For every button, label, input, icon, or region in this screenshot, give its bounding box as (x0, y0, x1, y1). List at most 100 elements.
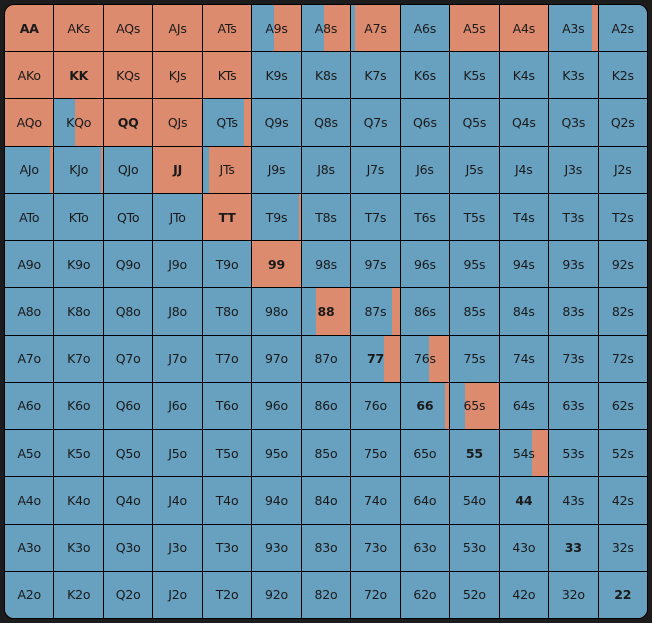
hand-cell-42s[interactable]: 42s (598, 477, 647, 524)
hand-cell-T9o[interactable]: T9o (202, 241, 252, 288)
hand-cell-97s[interactable]: 97s (351, 241, 400, 288)
hand-cell-43s[interactable]: 43s (549, 477, 598, 524)
hand-cell-K6o[interactable]: K6o (54, 382, 103, 430)
hand-cell-64o[interactable]: 64o (400, 477, 450, 524)
hand-cell-J3s[interactable]: J3s (549, 146, 598, 193)
hand-cell-K5o[interactable]: K5o (54, 430, 103, 477)
hand-cell-J8o[interactable]: J8o (153, 288, 202, 335)
hand-cell-75s[interactable]: 75s (450, 335, 499, 382)
hand-cell-86s[interactable]: 86s (400, 288, 450, 335)
hand-cell-53s[interactable]: 53s (549, 430, 598, 477)
hand-cell-Q6o[interactable]: Q6o (103, 382, 153, 430)
hand-cell-65o[interactable]: 65o (400, 430, 450, 477)
hand-cell-A9s[interactable]: A9s (252, 5, 301, 52)
hand-cell-73o[interactable]: 73o (351, 524, 400, 571)
hand-cell-82o[interactable]: 82o (301, 571, 351, 618)
hand-cell-A3o[interactable]: A3o (5, 524, 54, 571)
hand-cell-J9s[interactable]: J9s (252, 146, 301, 193)
hand-cell-T7o[interactable]: T7o (202, 335, 252, 382)
hand-cell-J7o[interactable]: J7o (153, 335, 202, 382)
hand-cell-T5s[interactable]: T5s (450, 193, 499, 241)
hand-cell-A9o[interactable]: A9o (5, 241, 54, 288)
hand-cell-88[interactable]: 88 (301, 288, 351, 335)
hand-cell-A4o[interactable]: A4o (5, 477, 54, 524)
hand-cell-K7s[interactable]: K7s (351, 52, 400, 99)
hand-cell-AA[interactable]: AA (5, 5, 54, 52)
hand-cell-Q9o[interactable]: Q9o (103, 241, 153, 288)
hand-cell-J6s[interactable]: J6s (400, 146, 450, 193)
hand-cell-32s[interactable]: 32s (598, 524, 647, 571)
hand-cell-T7s[interactable]: T7s (351, 193, 400, 241)
hand-cell-77[interactable]: 77 (351, 335, 400, 382)
hand-cell-A7o[interactable]: A7o (5, 335, 54, 382)
hand-cell-83o[interactable]: 83o (301, 524, 351, 571)
hand-cell-T4o[interactable]: T4o (202, 477, 252, 524)
hand-cell-QTo[interactable]: QTo (103, 193, 153, 241)
hand-cell-K8s[interactable]: K8s (301, 52, 351, 99)
hand-cell-97o[interactable]: 97o (252, 335, 301, 382)
hand-cell-J5s[interactable]: J5s (450, 146, 499, 193)
hand-cell-74s[interactable]: 74s (499, 335, 549, 382)
hand-cell-92o[interactable]: 92o (252, 571, 301, 618)
hand-cell-AKo[interactable]: AKo (5, 52, 54, 99)
hand-cell-A5s[interactable]: A5s (450, 5, 499, 52)
hand-cell-A6s[interactable]: A6s (400, 5, 450, 52)
hand-cell-T6o[interactable]: T6o (202, 382, 252, 430)
hand-cell-96o[interactable]: 96o (252, 382, 301, 430)
hand-cell-75o[interactable]: 75o (351, 430, 400, 477)
hand-cell-83s[interactable]: 83s (549, 288, 598, 335)
hand-cell-T8o[interactable]: T8o (202, 288, 252, 335)
hand-cell-J4o[interactable]: J4o (153, 477, 202, 524)
hand-cell-K2o[interactable]: K2o (54, 571, 103, 618)
hand-cell-K4o[interactable]: K4o (54, 477, 103, 524)
hand-cell-98o[interactable]: 98o (252, 288, 301, 335)
hand-cell-Q4o[interactable]: Q4o (103, 477, 153, 524)
hand-cell-ATs[interactable]: ATs (202, 5, 252, 52)
hand-cell-QJo[interactable]: QJo (103, 146, 153, 193)
hand-cell-98s[interactable]: 98s (301, 241, 351, 288)
hand-cell-A4s[interactable]: A4s (499, 5, 549, 52)
hand-cell-93s[interactable]: 93s (549, 241, 598, 288)
hand-cell-63s[interactable]: 63s (549, 382, 598, 430)
hand-cell-A2s[interactable]: A2s (598, 5, 647, 52)
hand-cell-A8o[interactable]: A8o (5, 288, 54, 335)
hand-cell-87o[interactable]: 87o (301, 335, 351, 382)
hand-cell-KQo[interactable]: KQo (54, 99, 103, 146)
hand-cell-K9s[interactable]: K9s (252, 52, 301, 99)
hand-cell-Q5o[interactable]: Q5o (103, 430, 153, 477)
hand-cell-T3s[interactable]: T3s (549, 193, 598, 241)
hand-cell-A6o[interactable]: A6o (5, 382, 54, 430)
hand-cell-66[interactable]: 66 (400, 382, 450, 430)
hand-cell-72s[interactable]: 72s (598, 335, 647, 382)
hand-cell-82s[interactable]: 82s (598, 288, 647, 335)
hand-cell-KJs[interactable]: KJs (153, 52, 202, 99)
hand-cell-73s[interactable]: 73s (549, 335, 598, 382)
hand-cell-Q8o[interactable]: Q8o (103, 288, 153, 335)
hand-cell-K9o[interactable]: K9o (54, 241, 103, 288)
hand-cell-J7s[interactable]: J7s (351, 146, 400, 193)
hand-cell-KK[interactable]: KK (54, 52, 103, 99)
hand-cell-62s[interactable]: 62s (598, 382, 647, 430)
hand-cell-86o[interactable]: 86o (301, 382, 351, 430)
hand-cell-Q9s[interactable]: Q9s (252, 99, 301, 146)
hand-cell-JJ[interactable]: JJ (153, 146, 202, 193)
hand-cell-J3o[interactable]: J3o (153, 524, 202, 571)
hand-cell-32o[interactable]: 32o (549, 571, 598, 618)
hand-cell-T5o[interactable]: T5o (202, 430, 252, 477)
hand-cell-33[interactable]: 33 (549, 524, 598, 571)
hand-cell-55[interactable]: 55 (450, 430, 499, 477)
hand-cell-A2o[interactable]: A2o (5, 571, 54, 618)
hand-cell-Q3s[interactable]: Q3s (549, 99, 598, 146)
hand-cell-Q4s[interactable]: Q4s (499, 99, 549, 146)
hand-cell-74o[interactable]: 74o (351, 477, 400, 524)
hand-cell-52s[interactable]: 52s (598, 430, 647, 477)
hand-cell-Q2o[interactable]: Q2o (103, 571, 153, 618)
hand-cell-K3o[interactable]: K3o (54, 524, 103, 571)
hand-cell-72o[interactable]: 72o (351, 571, 400, 618)
hand-cell-T9s[interactable]: T9s (252, 193, 301, 241)
hand-cell-K8o[interactable]: K8o (54, 288, 103, 335)
hand-cell-T2s[interactable]: T2s (598, 193, 647, 241)
hand-cell-AJo[interactable]: AJo (5, 146, 54, 193)
hand-cell-J5o[interactable]: J5o (153, 430, 202, 477)
hand-cell-J2o[interactable]: J2o (153, 571, 202, 618)
